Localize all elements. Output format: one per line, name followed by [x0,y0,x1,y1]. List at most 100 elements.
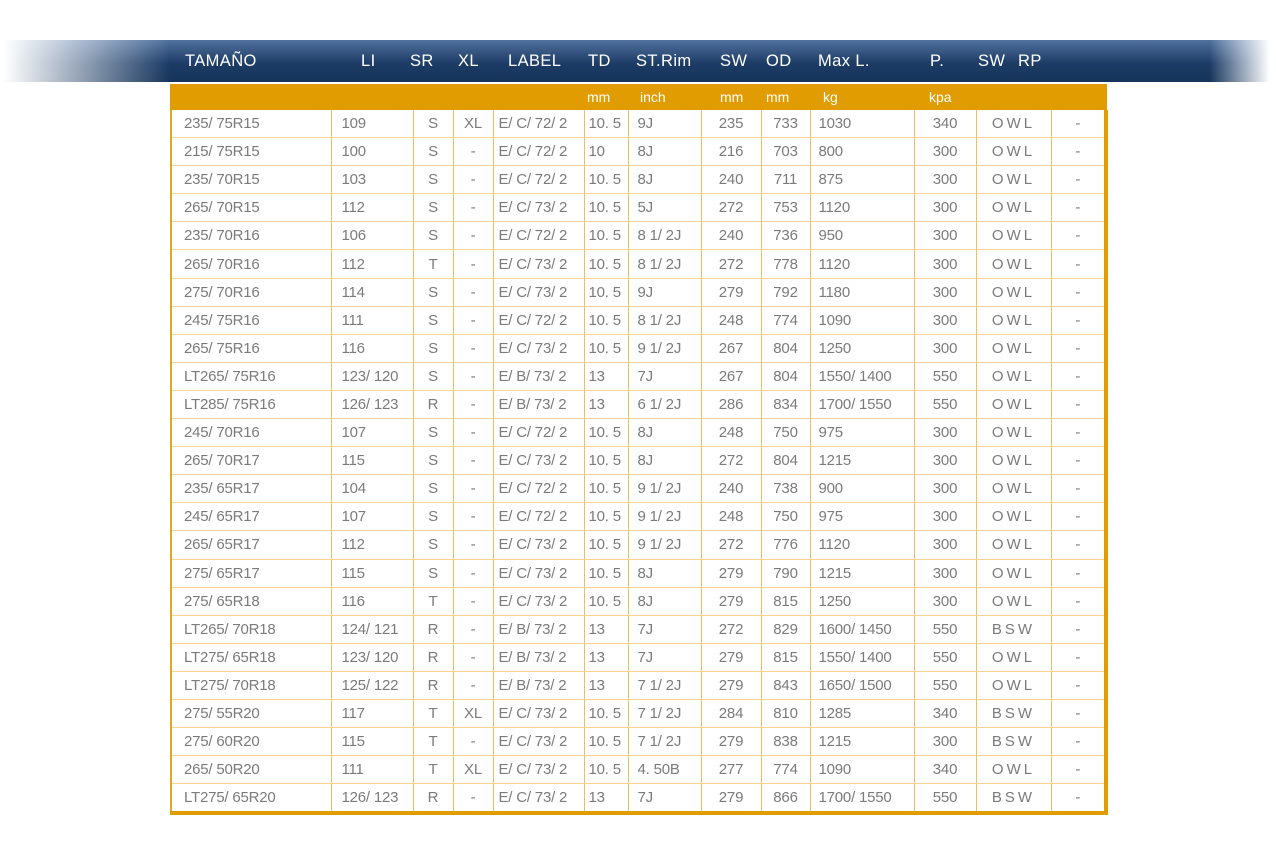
cell-size: 215/ 75R15 [171,137,332,167]
cell-li: 100 [331,137,414,167]
cell-li: 103 [331,165,414,195]
cell-od: 703 [761,137,811,167]
cell-maxl: 1120 [810,193,915,223]
cell-rp: - [1051,390,1106,420]
unit-strim: inch [640,89,666,105]
cell-label: E/ B/ 73/ 2 [493,390,585,420]
cell-p: 300 [914,559,977,588]
table-header-banner: TAMAÑO LI SR XL LABEL TD ST.Rim SW OD Ma… [0,40,1276,82]
cell-li: 104 [331,474,414,504]
cell-od: 778 [761,249,811,279]
cell-size: 235/ 70R16 [171,221,332,251]
cell-sw: 277 [701,755,762,785]
table-row: 275/ 65R17 115 S - E/ C/ 73/ 2 10. 5 8J 279 79… [171,559,1106,588]
cell-rp: - [1051,559,1106,588]
cell-rp: - [1051,502,1106,532]
table-row: LT275/ 65R18 123/ 120 R - E/ B/ 73/ 2 13 7J 27… [171,643,1106,672]
column-header-label: LABEL [508,52,562,70]
cell-size: 265/ 70R16 [171,249,332,279]
cell-label: E/ C/ 73/ 2 [493,755,585,785]
cell-strim: 7J [628,643,702,672]
cell-sw: 267 [701,334,762,363]
cell-sr: T [413,727,454,757]
cell-li: 112 [331,193,414,223]
cell-maxl: 875 [810,165,915,195]
cell-strim: 9 1/ 2J [628,502,702,532]
cell-p: 550 [914,643,977,672]
cell-strim: 9J [628,110,702,139]
cell-label: E/ C/ 72/ 2 [493,306,585,335]
cell-label: E/ B/ 73/ 2 [493,643,585,672]
cell-rp: - [1051,446,1106,476]
cell-sidewall: OWL [976,193,1052,223]
cell-sw: 272 [701,615,762,644]
cell-od: 790 [761,559,811,588]
cell-td: 13 [584,615,629,644]
cell-label: E/ C/ 72/ 2 [493,418,585,448]
cell-p: 300 [914,137,977,167]
cell-strim: 8 1/ 2J [628,249,702,279]
cell-p: 300 [914,474,977,504]
cell-p: 300 [914,306,977,335]
cell-size: 275/ 65R17 [171,559,332,588]
column-header-maxload: Max L. [818,52,870,70]
cell-size: 265/ 50R20 [171,755,332,785]
cell-rp: - [1051,193,1106,223]
cell-td: 10. 5 [584,165,629,195]
cell-od: 711 [761,165,811,195]
cell-p: 550 [914,362,977,391]
cell-maxl: 900 [810,474,915,504]
cell-sr: S [413,559,454,588]
cell-rp: - [1051,165,1106,195]
cell-sidewall: OWL [976,418,1052,448]
cell-od: 866 [761,783,811,814]
cell-size: LT265/ 75R16 [171,362,332,391]
cell-sidewall: OWL [976,502,1052,532]
cell-td: 13 [584,390,629,420]
cell-label: E/ C/ 73/ 2 [493,193,585,223]
unit-maxload: kg [823,89,838,105]
cell-sr: S [413,446,454,476]
cell-sr: S [413,221,454,251]
cell-sr: S [413,530,454,560]
table-row: LT275/ 65R20 126/ 123 R - E/ C/ 73/ 2 13 7J 27… [171,783,1106,814]
cell-rp: - [1051,418,1106,448]
cell-sw: 279 [701,587,762,616]
cell-label: E/ C/ 73/ 2 [493,559,585,588]
cell-sr: S [413,278,454,307]
cell-li: 111 [331,306,414,335]
cell-rp: - [1051,727,1106,757]
cell-maxl: 1030 [810,110,915,139]
cell-sidewall: OWL [976,671,1052,700]
cell-label: E/ B/ 73/ 2 [493,671,585,700]
cell-maxl: 1700/ 1550 [810,390,915,420]
cell-strim: 8J [628,137,702,167]
cell-maxl: 1550/ 1400 [810,643,915,672]
cell-strim: 7 1/ 2J [628,671,702,700]
cell-maxl: 1700/ 1550 [810,783,915,814]
cell-maxl: 1215 [810,446,915,476]
cell-rp: - [1051,362,1106,391]
cell-size: 275/ 70R16 [171,278,332,307]
cell-sw: 248 [701,418,762,448]
cell-sw: 272 [701,446,762,476]
cell-sr: S [413,474,454,504]
cell-od: 804 [761,334,811,363]
cell-sidewall: BSW [976,615,1052,644]
cell-label: E/ C/ 73/ 2 [493,249,585,279]
cell-td: 10. 5 [584,306,629,335]
cell-sw: 216 [701,137,762,167]
cell-td: 10. 5 [584,193,629,223]
column-header-od: OD [766,52,792,70]
cell-od: 815 [761,643,811,672]
cell-xl: XL [453,110,494,139]
cell-td: 10. 5 [584,474,629,504]
cell-td: 13 [584,783,629,814]
cell-sidewall: OWL [976,587,1052,616]
cell-sidewall: OWL [976,278,1052,307]
cell-sidewall: OWL [976,643,1052,672]
cell-sidewall: OWL [976,110,1052,139]
